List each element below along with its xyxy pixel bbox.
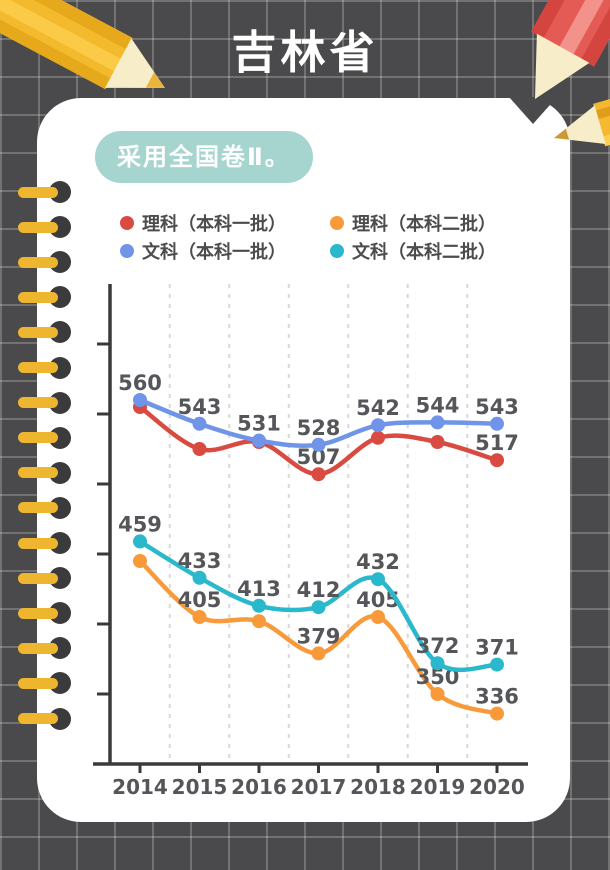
ring-bar bbox=[18, 713, 58, 724]
ring-bar bbox=[18, 221, 58, 233]
legend-item-science-batch2: 理科（本科二批） bbox=[330, 209, 540, 237]
legend-label: 理科（本科二批） bbox=[352, 214, 496, 235]
ring-bar bbox=[18, 502, 58, 514]
binder-ring bbox=[18, 321, 82, 344]
legend-dot-icon bbox=[120, 244, 134, 258]
binder-ring bbox=[18, 391, 82, 414]
binder-ring bbox=[18, 461, 82, 484]
binder-ring bbox=[18, 672, 82, 695]
content-card bbox=[37, 98, 570, 822]
ring-bar bbox=[18, 326, 58, 338]
ring-bar bbox=[18, 537, 58, 549]
legend-label: 文科（本科二批） bbox=[352, 242, 496, 263]
binder-ring bbox=[18, 251, 82, 274]
ring-bar bbox=[18, 572, 58, 584]
chart-legend: 理科（本科一批） 理科（本科二批） 文科（本科一批） 文科（本科二批） bbox=[120, 209, 540, 265]
binder-ring bbox=[18, 286, 82, 309]
binder-ring bbox=[18, 532, 82, 554]
ring-bar bbox=[18, 642, 58, 654]
legend-dot-icon bbox=[330, 244, 344, 258]
ring-bar bbox=[18, 362, 58, 373]
legend-item-arts-batch2: 文科（本科二批） bbox=[330, 237, 540, 265]
legend-label: 理科（本科一批） bbox=[142, 214, 286, 235]
binder-ring bbox=[18, 181, 82, 203]
binder-ring bbox=[18, 602, 82, 625]
binder-ring bbox=[18, 216, 82, 239]
ring-bar bbox=[18, 432, 58, 444]
ring-bar bbox=[18, 467, 58, 479]
binder-ring bbox=[18, 567, 82, 590]
page-title: 吉林省 bbox=[231, 26, 379, 79]
binder-ring bbox=[18, 496, 82, 519]
binder-ring bbox=[18, 637, 82, 660]
binder-ring bbox=[18, 707, 82, 730]
legend-dot-icon bbox=[120, 216, 134, 230]
legend-item-arts-batch1: 文科（本科一批） bbox=[120, 237, 330, 265]
ring-bar bbox=[18, 607, 58, 619]
legend-item-science-batch1: 理科（本科一批） bbox=[120, 209, 330, 237]
exam-paper-badge: 采用全国卷Ⅱ。 bbox=[95, 131, 313, 183]
legend-dot-icon bbox=[330, 216, 344, 230]
binder-ring bbox=[18, 356, 82, 379]
legend-label: 文科（本科一批） bbox=[142, 242, 286, 263]
ring-bar bbox=[18, 291, 58, 303]
binder-ring bbox=[18, 426, 82, 449]
ring-bar bbox=[18, 256, 58, 268]
ring-bar bbox=[18, 186, 58, 198]
ring-bar bbox=[18, 677, 58, 689]
ring-bar bbox=[18, 397, 58, 409]
